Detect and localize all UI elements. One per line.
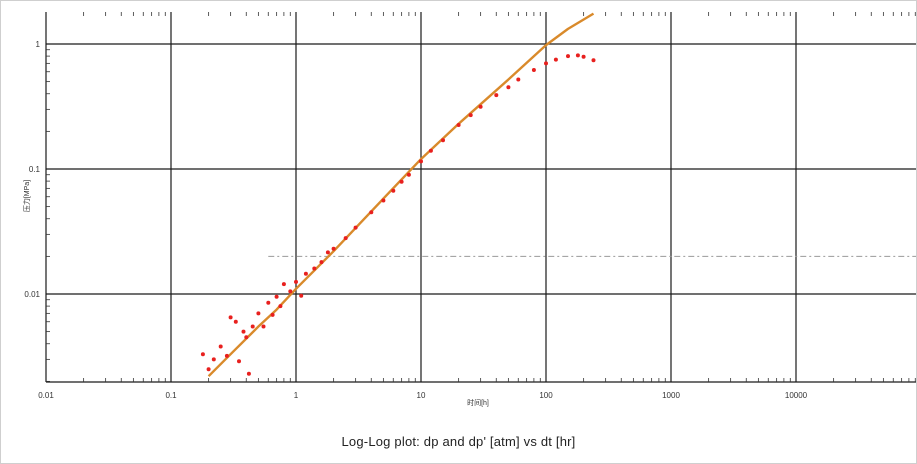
series-1-point (468, 113, 473, 118)
series-1-point (399, 179, 404, 184)
y-tick-label: 1 (36, 40, 41, 49)
series-1-point (575, 53, 580, 58)
series-1-point (233, 319, 238, 324)
series-1-point (278, 304, 283, 309)
minor-ticks (46, 12, 916, 382)
series-1-point (325, 250, 330, 255)
series-1-point (494, 93, 499, 98)
grid (46, 12, 916, 382)
series-1-point (591, 58, 596, 63)
x-tick-labels: 0.01 0.1 1 10 100 1000 10000 (38, 391, 807, 400)
series-1-point (237, 359, 241, 364)
series-1-point (218, 344, 223, 349)
series-1-point (391, 188, 396, 193)
series-1-point (281, 282, 286, 287)
series-1-point (274, 294, 279, 299)
series-1-point (299, 293, 304, 298)
series-1-point (343, 236, 348, 241)
series-1-point (256, 311, 261, 316)
series-1-point (406, 172, 411, 177)
series-1-point (369, 210, 374, 215)
series-1-point (566, 54, 570, 59)
x-tick-label: 1 (294, 391, 299, 400)
x-tick-label: 1000 (662, 391, 680, 400)
series-1-point (228, 315, 233, 320)
series-1-point (506, 85, 511, 90)
y-tick-label: 0.1 (29, 165, 41, 174)
series-1-point (303, 271, 308, 276)
chart-title: Log-Log plot: dp and dp' [atm] vs dt [hr… (341, 434, 576, 449)
series-1-point (241, 329, 246, 334)
x-axis-label: 时间[h] (467, 398, 489, 407)
series-1-point (200, 352, 205, 357)
series-1-point (544, 61, 548, 66)
series-1-point (428, 148, 433, 153)
y-axis-label: 压力[MPa] (22, 180, 31, 212)
series-1-point (456, 123, 461, 127)
series-1-point (331, 246, 336, 251)
series-1-point (250, 324, 255, 329)
series-1-point (419, 159, 423, 164)
series-0-line (207, 12, 595, 378)
series-1-point (553, 57, 558, 62)
series-1-point (211, 357, 216, 362)
y-tick-label: 0.01 (24, 290, 40, 299)
series-1-point (319, 260, 324, 265)
x-tick-label: 10000 (785, 391, 808, 400)
series-1-point (224, 353, 229, 358)
x-tick-label: 0.01 (38, 391, 54, 400)
series-1-point (266, 300, 271, 305)
series-layer (200, 12, 596, 378)
x-tick-label: 100 (539, 391, 553, 400)
x-tick-label: 0.1 (165, 391, 177, 400)
series-1-point (381, 198, 386, 203)
series-1-point (478, 104, 483, 109)
series-1-point (270, 312, 275, 317)
series-1-point (294, 279, 298, 284)
series-1-point (353, 225, 358, 230)
series-1-point (516, 77, 521, 82)
series-1-point (312, 266, 317, 271)
series-1-point (246, 371, 251, 376)
series-1-point (206, 367, 211, 372)
series-1-point (244, 335, 249, 340)
series-1-point (261, 324, 266, 329)
series-1-point (441, 138, 445, 143)
series-1-point (581, 54, 586, 59)
x-tick-label: 10 (417, 391, 426, 400)
series-1-point (531, 68, 536, 72)
y-tick-labels: 0.01 0.1 1 (24, 40, 40, 299)
series-1-point (288, 289, 293, 294)
